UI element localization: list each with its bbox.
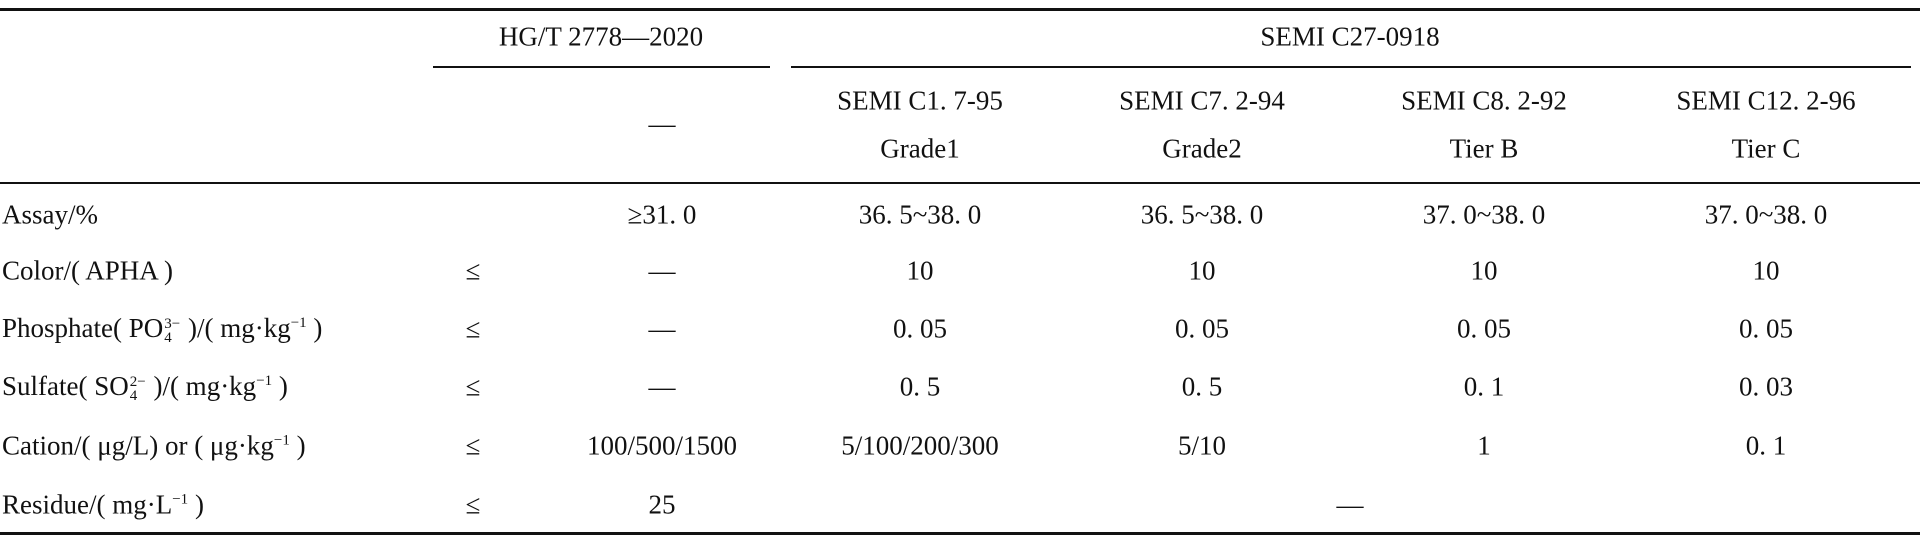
label-text: ): [188, 489, 204, 520]
bottom-rule: [0, 532, 1920, 535]
row-label: Sulfate( SO 2− 4 )/( mg·kg−1 ): [2, 371, 288, 403]
cell: 0. 5: [899, 371, 941, 402]
row-label: Color/( APHA ): [2, 256, 173, 287]
group-rule: [791, 66, 1911, 68]
label-text: Phosphate( PO: [2, 313, 164, 344]
column-header: SEMI C12. 2-96: [1676, 85, 1856, 116]
cell: —: [648, 255, 676, 286]
group-label: HG/T 2778—2020: [498, 21, 704, 52]
cell: —: [648, 371, 676, 402]
cell: 0. 05: [893, 313, 947, 344]
cell: 0. 05: [1457, 313, 1511, 344]
cell: 0. 1: [1463, 371, 1505, 402]
label-text: Residue/( mg·L: [2, 489, 173, 520]
sup: −1: [256, 373, 273, 390]
cell: 0. 5: [1181, 371, 1223, 402]
label-text: )/( mg·kg: [146, 371, 257, 402]
top-rule: [0, 8, 1920, 11]
cell: 10: [1470, 255, 1498, 286]
cell: 10: [1752, 255, 1780, 286]
sub-sup: 2− 4: [129, 373, 146, 404]
operator: ≤: [465, 489, 481, 520]
label-text: Sulfate( SO: [2, 371, 129, 402]
sup: −1: [273, 432, 290, 449]
column-header: Grade1: [880, 133, 960, 164]
cell: 37. 0~38. 0: [1422, 199, 1546, 230]
group-rule: [433, 66, 770, 68]
cell: 5/100/200/300: [841, 430, 999, 461]
cell: 10: [1188, 255, 1216, 286]
cell: 1: [1477, 430, 1491, 461]
sup: 3−: [164, 315, 181, 332]
column-header: Tier B: [1449, 133, 1519, 164]
label-text: ): [272, 371, 288, 402]
group-label: SEMI C27-0918: [1260, 21, 1440, 52]
operator: ≤: [465, 430, 481, 461]
sub: 4: [164, 329, 172, 346]
cell: ≥31. 0: [627, 199, 697, 230]
column-header: Grade2: [1162, 133, 1242, 164]
cell: 0. 05: [1739, 313, 1793, 344]
row-label: Residue/( mg·L−1 ): [2, 490, 204, 521]
sub-sup: 3− 4: [164, 315, 181, 346]
cell: 0. 1: [1745, 430, 1787, 461]
cell: 36. 5~38. 0: [858, 199, 982, 230]
cell: 5/10: [1177, 430, 1227, 461]
column-header: SEMI C1. 7-95: [837, 85, 1003, 116]
cell: 36. 5~38. 0: [1140, 199, 1264, 230]
row-label: Phosphate( PO 3− 4 )/( mg·kg−1 ): [2, 313, 322, 345]
header-rule: [0, 182, 1920, 184]
cell: 10: [906, 255, 934, 286]
column-header: —: [648, 108, 676, 139]
label-text: )/( mg·kg: [181, 313, 291, 344]
sup: −1: [172, 491, 189, 508]
operator: ≤: [465, 255, 481, 286]
cell: 100/500/1500: [586, 430, 738, 461]
label-text: ): [289, 430, 306, 461]
column-header: SEMI C7. 2-94: [1119, 85, 1285, 116]
label-text: Cation/( μg/L) or ( μg·kg: [2, 430, 274, 461]
cell: —: [648, 313, 676, 344]
row-label: Assay/%: [2, 200, 98, 231]
label-text: ): [306, 313, 323, 344]
cell: 37. 0~38. 0: [1704, 199, 1828, 230]
sub: 4: [129, 387, 138, 404]
label-text: Assay/%: [2, 199, 98, 230]
cell: —: [1336, 489, 1364, 520]
column-header: Tier C: [1731, 133, 1801, 164]
label-text: Color/( APHA ): [2, 255, 174, 286]
sup: 2−: [129, 373, 146, 390]
cell: 0. 05: [1175, 313, 1229, 344]
sup: −1: [290, 315, 307, 332]
cell: 25: [648, 489, 676, 520]
operator: ≤: [465, 371, 481, 402]
row-label: Cation/( μg/L) or ( μg·kg−1 ): [2, 431, 306, 462]
cell: 0. 03: [1739, 371, 1793, 402]
operator: ≤: [465, 313, 481, 344]
column-header: SEMI C8. 2-92: [1401, 85, 1567, 116]
